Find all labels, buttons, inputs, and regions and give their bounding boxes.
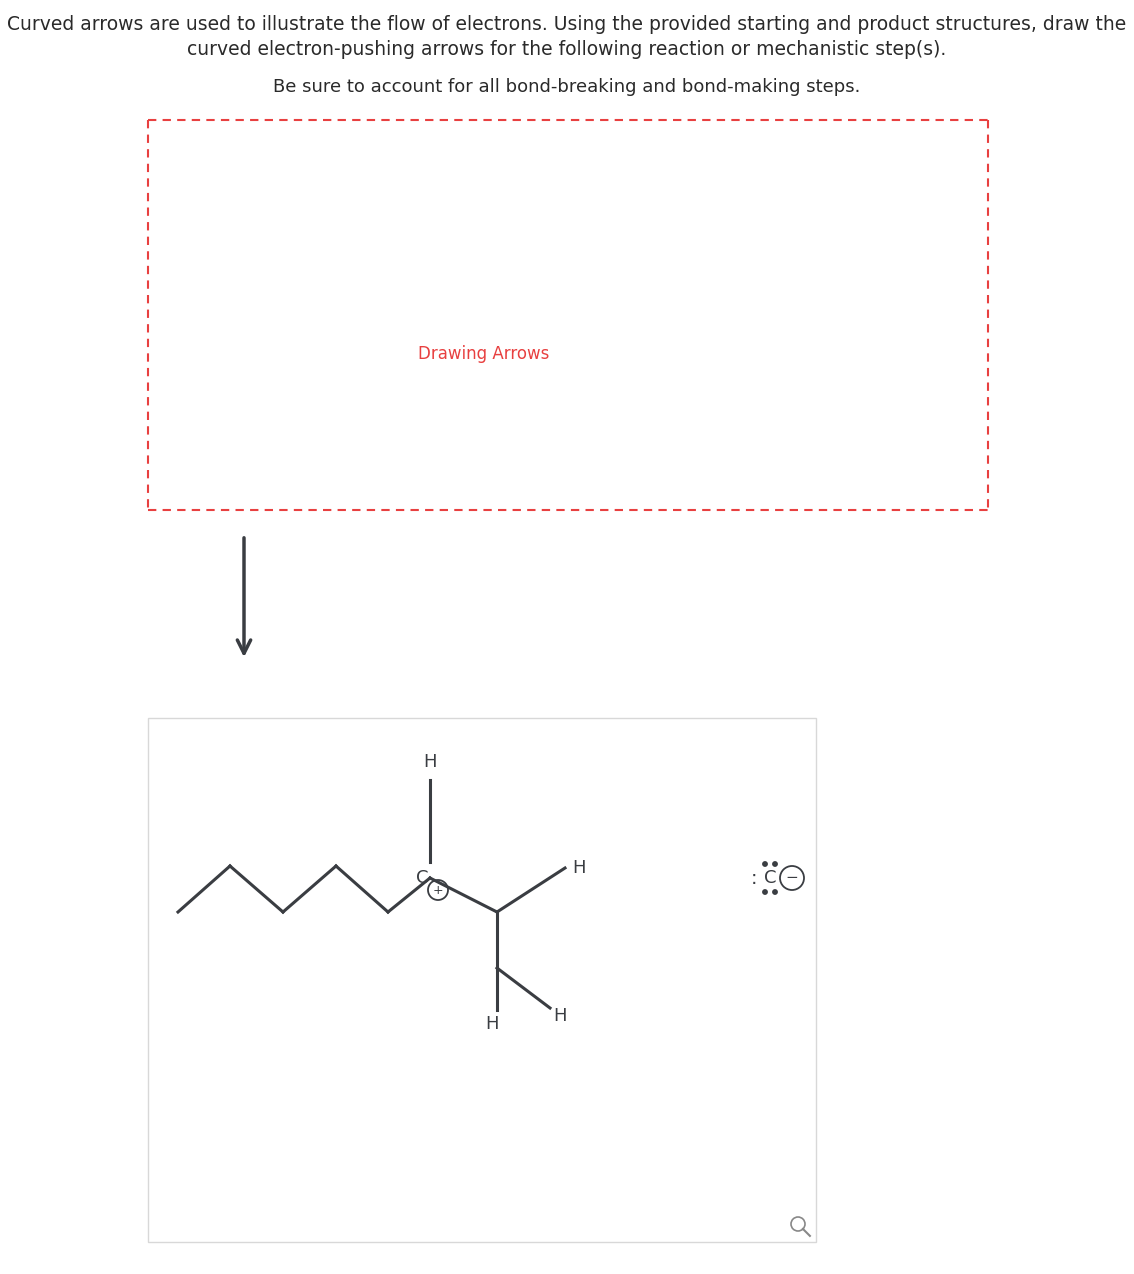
Circle shape	[763, 889, 768, 894]
Text: Be sure to account for all bond-breaking and bond-making steps.: Be sure to account for all bond-breaking…	[273, 78, 861, 96]
Text: H: H	[573, 859, 586, 877]
Bar	[149, 121, 987, 510]
Text: H: H	[485, 1015, 499, 1033]
Text: H: H	[423, 753, 437, 771]
Text: −: −	[786, 870, 798, 885]
Circle shape	[772, 861, 777, 866]
Bar	[149, 719, 816, 1242]
Text: C: C	[416, 869, 429, 887]
Text: curved electron-pushing arrows for the following reaction or mechanistic step(s): curved electron-pushing arrows for the f…	[187, 39, 947, 59]
Circle shape	[763, 861, 768, 866]
Text: H: H	[553, 1006, 567, 1026]
Circle shape	[772, 889, 777, 894]
Text: C: C	[764, 869, 777, 887]
Text: Drawing Arrows: Drawing Arrows	[418, 345, 550, 363]
Text: +: +	[433, 883, 443, 897]
Text: :: :	[751, 869, 758, 888]
Text: Curved arrows are used to illustrate the flow of electrons. Using the provided s: Curved arrows are used to illustrate the…	[8, 15, 1126, 34]
